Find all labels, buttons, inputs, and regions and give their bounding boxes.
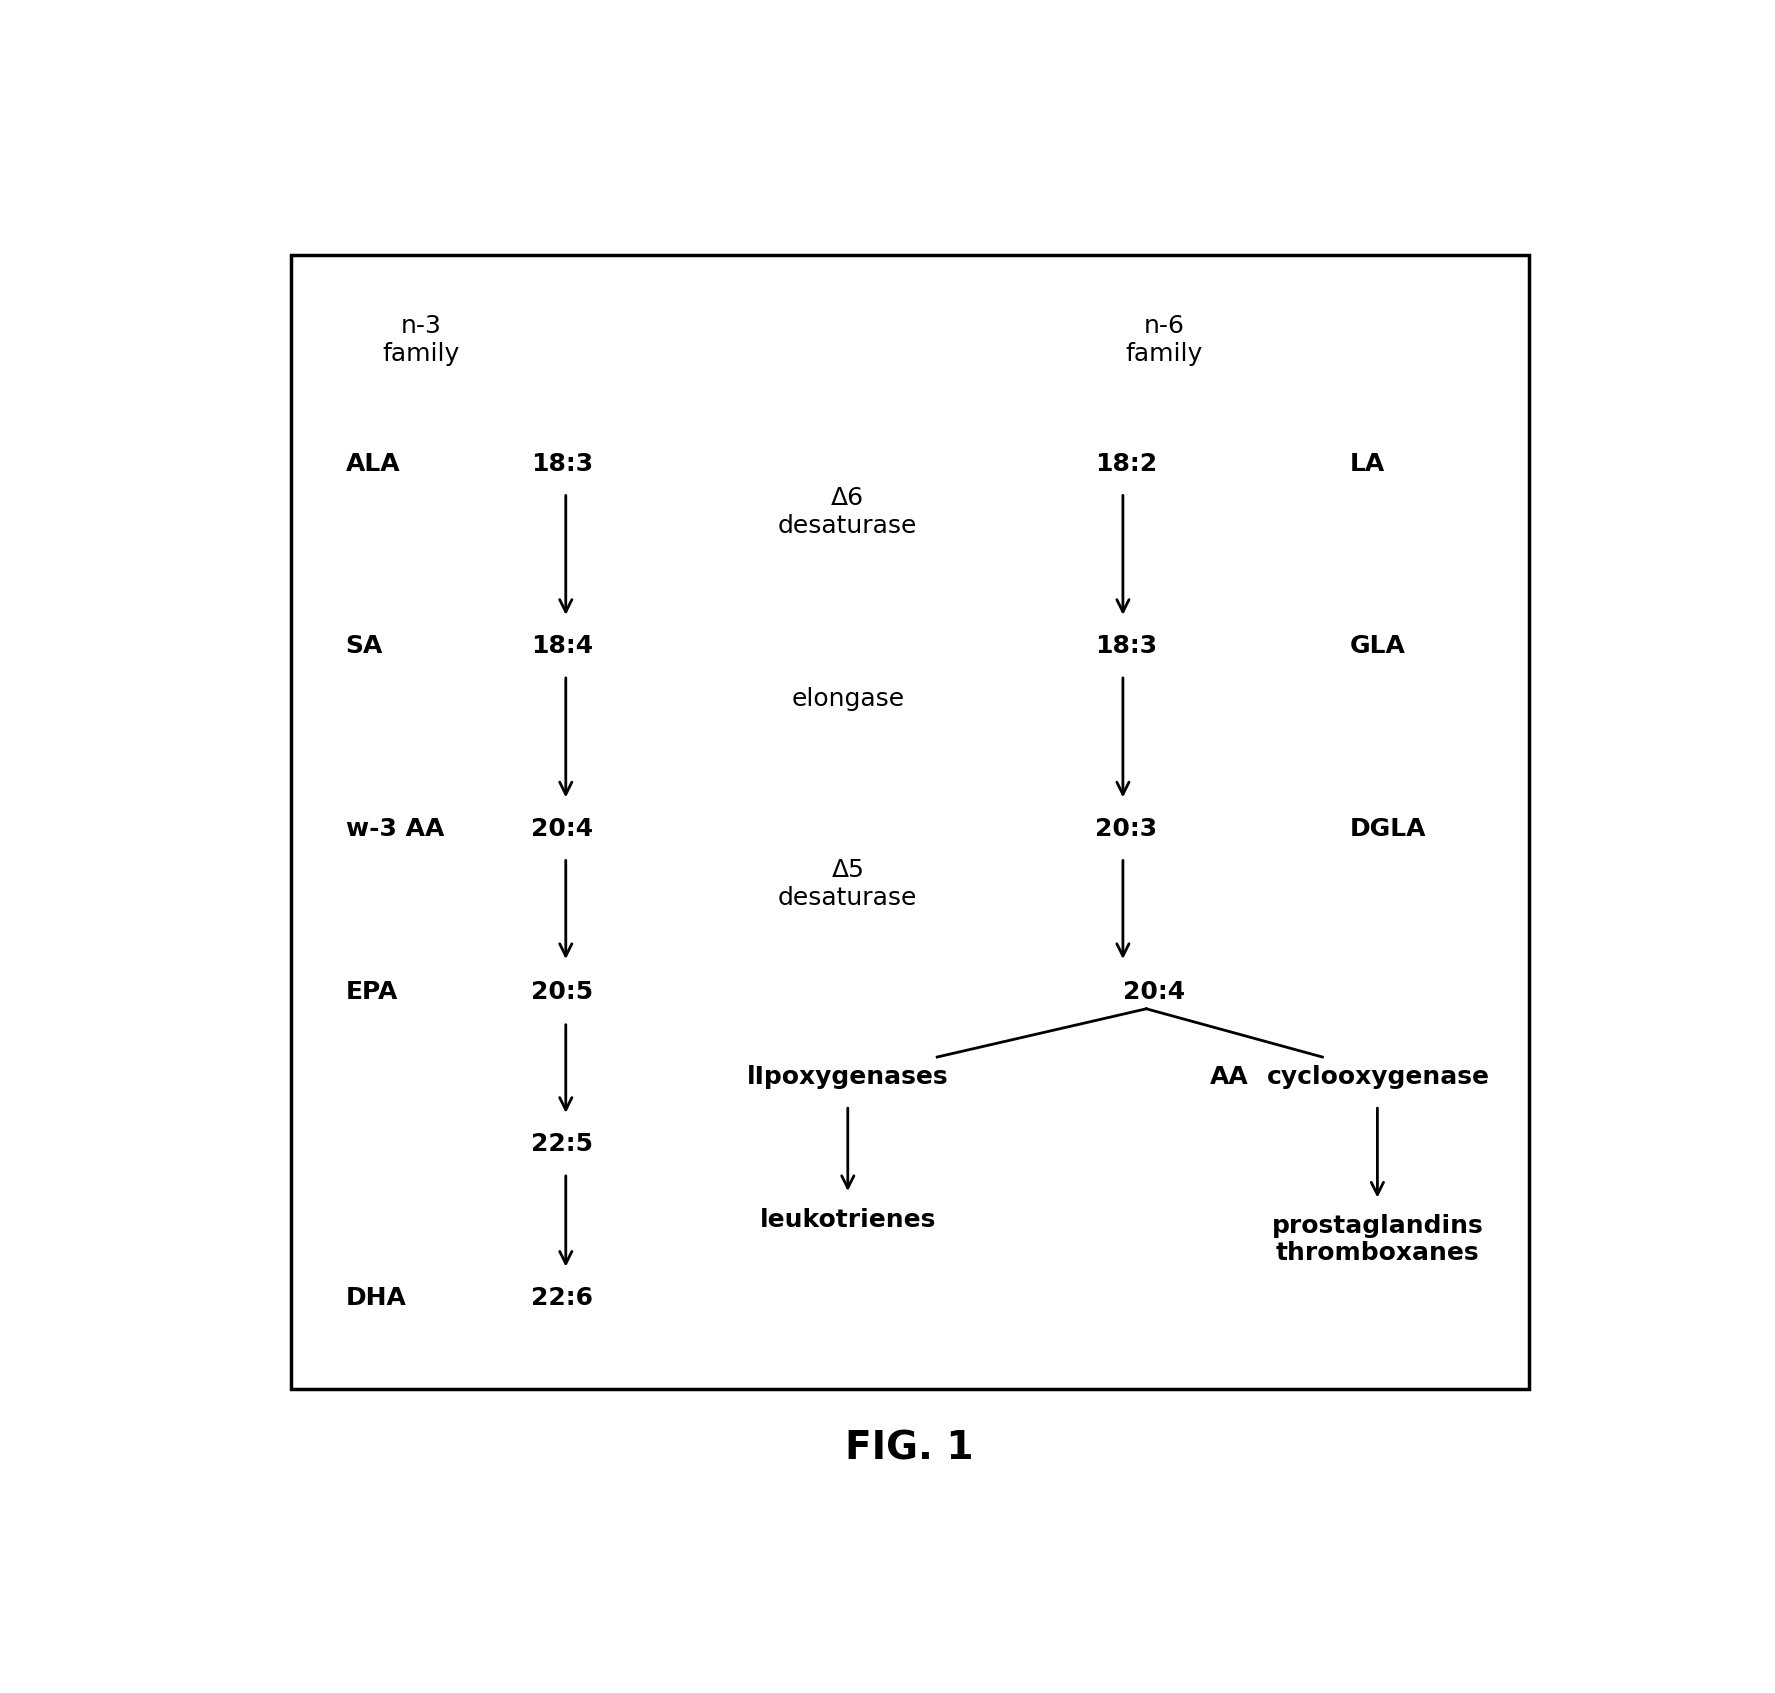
- Text: leukotrienes: leukotrienes: [760, 1209, 935, 1233]
- Text: SA: SA: [346, 635, 383, 659]
- Text: 22:5: 22:5: [531, 1133, 593, 1156]
- Text: 20:3: 20:3: [1095, 818, 1157, 841]
- Text: LA: LA: [1351, 452, 1385, 476]
- Text: FIG. 1: FIG. 1: [845, 1429, 974, 1468]
- Text: AA: AA: [1209, 1065, 1248, 1089]
- Text: cyclooxygenase: cyclooxygenase: [1267, 1065, 1491, 1089]
- Text: 20:4: 20:4: [531, 818, 593, 841]
- Text: 20:4: 20:4: [1124, 980, 1186, 1004]
- Text: lIpoxygenases: lIpoxygenases: [747, 1065, 948, 1089]
- FancyBboxPatch shape: [291, 256, 1528, 1390]
- Text: EPA: EPA: [346, 980, 398, 1004]
- Text: 18:3: 18:3: [1095, 635, 1157, 659]
- Text: 22:6: 22:6: [531, 1287, 593, 1310]
- Text: w-3 AA: w-3 AA: [346, 818, 444, 841]
- Text: DGLA: DGLA: [1351, 818, 1427, 841]
- Text: elongase: elongase: [792, 687, 903, 711]
- Text: n-6
family: n-6 family: [1125, 315, 1203, 366]
- Text: 18:2: 18:2: [1095, 452, 1157, 476]
- Text: prostaglandins
thromboxanes: prostaglandins thromboxanes: [1271, 1214, 1484, 1265]
- Text: 18:3: 18:3: [531, 452, 593, 476]
- Text: Δ5
desaturase: Δ5 desaturase: [777, 858, 918, 909]
- Text: Δ6
desaturase: Δ6 desaturase: [777, 486, 918, 538]
- Text: 20:5: 20:5: [531, 980, 593, 1004]
- Text: n-3
family: n-3 family: [383, 315, 460, 366]
- Text: 18:4: 18:4: [531, 635, 593, 659]
- Text: ALA: ALA: [346, 452, 401, 476]
- Text: DHA: DHA: [346, 1287, 406, 1310]
- Text: GLA: GLA: [1351, 635, 1406, 659]
